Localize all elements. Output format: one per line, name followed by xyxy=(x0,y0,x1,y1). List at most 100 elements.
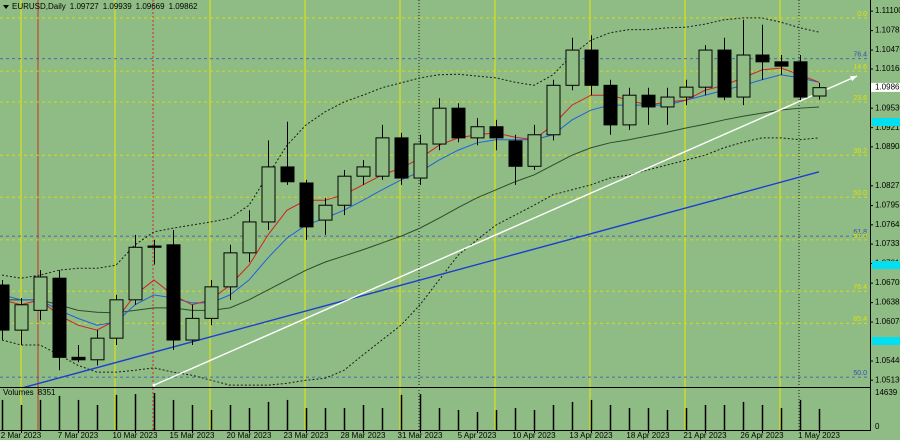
fib-label: 0.0 xyxy=(857,11,867,18)
fib-layer xyxy=(0,17,870,378)
candle-body xyxy=(546,84,561,136)
ohlc-open: 1.09727 xyxy=(70,2,99,11)
candle-body xyxy=(33,276,48,311)
candle-body xyxy=(565,49,580,86)
candle-body xyxy=(280,166,295,183)
ohlc-low: 1.09669 xyxy=(136,2,165,11)
y-tick-label: 1.09215 xyxy=(875,123,900,132)
y-tick-label: 1.08904 xyxy=(875,142,900,151)
x-tick-label: 26 Apr 2023 xyxy=(740,431,784,440)
symbol: EURUSD,Daily xyxy=(12,2,66,11)
trend-arrow xyxy=(850,76,857,82)
candle-body xyxy=(71,356,86,361)
volume-tick-label: 0 xyxy=(875,422,880,431)
indicator-line xyxy=(2,106,820,314)
candle-body xyxy=(147,245,162,248)
candle-body xyxy=(679,86,694,98)
fib-label: 50.0 xyxy=(853,370,867,377)
trend-anchor xyxy=(152,383,156,387)
ohlc-high: 1.09939 xyxy=(103,2,132,11)
x-tick-label: 21 Apr 2023 xyxy=(683,431,727,440)
fib-label: 14.6 xyxy=(853,64,867,71)
ohlc-close: 1.09862 xyxy=(169,2,198,11)
candle-body xyxy=(204,286,219,319)
plot-layer xyxy=(0,17,858,387)
candle-body xyxy=(489,126,504,139)
candle-body xyxy=(622,94,637,126)
y-tick-label: 1.10470 xyxy=(875,45,900,54)
y-tick-label: 1.10164 xyxy=(875,64,900,73)
price-marker xyxy=(872,118,900,126)
y-tick-label: 1.09530 xyxy=(875,103,900,112)
candle-body xyxy=(52,277,67,358)
candle-body xyxy=(128,246,143,301)
volume-last: 8351 xyxy=(38,388,56,397)
candle-body xyxy=(603,84,618,126)
candle-body xyxy=(774,61,789,67)
candle-body xyxy=(318,204,333,221)
trend-line xyxy=(153,75,858,386)
candle-body xyxy=(432,107,447,145)
candle-body xyxy=(0,284,10,331)
x-tick-label: 18 Apr 2023 xyxy=(626,431,670,440)
x-tick-label: 10 Mar 2023 xyxy=(113,431,158,440)
candle-body xyxy=(755,54,770,63)
candle-body xyxy=(375,137,390,177)
candle-body xyxy=(242,221,257,254)
x-tick-label: 15 Mar 2023 xyxy=(170,431,215,440)
candle-body xyxy=(166,244,181,341)
fib-label: 50.0 xyxy=(853,190,867,197)
fib-label: 76.4 xyxy=(853,284,867,291)
candle-body xyxy=(736,54,751,98)
price-marker xyxy=(872,261,900,269)
x-tick-label: 31 Mar 2023 xyxy=(398,431,443,440)
volume-title: Volumes 8351 xyxy=(3,388,56,397)
indicator-line xyxy=(1,74,820,326)
label-layer: 1.11100 1.10785 1.10470 1.10164 1.09530 1.092… xyxy=(1,6,900,440)
y-tick-label: 1.06700 xyxy=(875,278,900,287)
candle-body xyxy=(223,252,238,288)
y-tick-label: 1.06385 xyxy=(875,298,900,307)
volume-tick-label: 14639 xyxy=(875,388,898,397)
fib-label: 61.8 xyxy=(853,229,867,236)
candle-body xyxy=(812,87,827,97)
volume-label: Volumes xyxy=(3,388,34,397)
candle-body xyxy=(527,134,542,167)
candle-body xyxy=(394,137,409,179)
y-tick-label: 1.10785 xyxy=(875,26,900,35)
candle-body xyxy=(717,49,732,98)
candle-body xyxy=(793,61,808,98)
candle-body xyxy=(90,337,105,361)
candle-body xyxy=(470,126,485,139)
candle-body xyxy=(413,143,428,179)
chart-title: EURUSD,Daily 1.09727 1.09939 1.09669 1.09862 xyxy=(12,2,198,11)
y-tick-label: 1.07643 xyxy=(875,220,900,229)
candle-body xyxy=(185,317,200,341)
fib-label: 85.4 xyxy=(853,316,867,323)
candle-body xyxy=(299,182,314,228)
x-tick-label: 28 Mar 2023 xyxy=(341,431,386,440)
candle-body xyxy=(641,94,656,108)
y-tick-label: 1.11100 xyxy=(875,6,900,15)
y-tick-label: 1.07955 xyxy=(875,201,900,210)
candle-body xyxy=(508,140,523,167)
candle-body xyxy=(698,49,713,88)
fib-label: 76.4 xyxy=(853,52,867,59)
price-marker xyxy=(872,337,900,345)
menu-arrow xyxy=(3,5,9,9)
x-tick-label: 23 Mar 2023 xyxy=(284,431,329,440)
y-tick-label: 1.05440 xyxy=(875,356,900,365)
current-price-label: 1.09866 xyxy=(875,83,900,92)
trend-line xyxy=(22,171,820,387)
candle-body xyxy=(14,304,29,331)
candle-body xyxy=(660,96,675,108)
x-tick-label: 1 May 2023 xyxy=(798,431,840,440)
candle-body xyxy=(337,175,352,206)
x-tick-label: 2 Mar 2023 xyxy=(1,431,42,440)
candle-body xyxy=(584,49,599,86)
